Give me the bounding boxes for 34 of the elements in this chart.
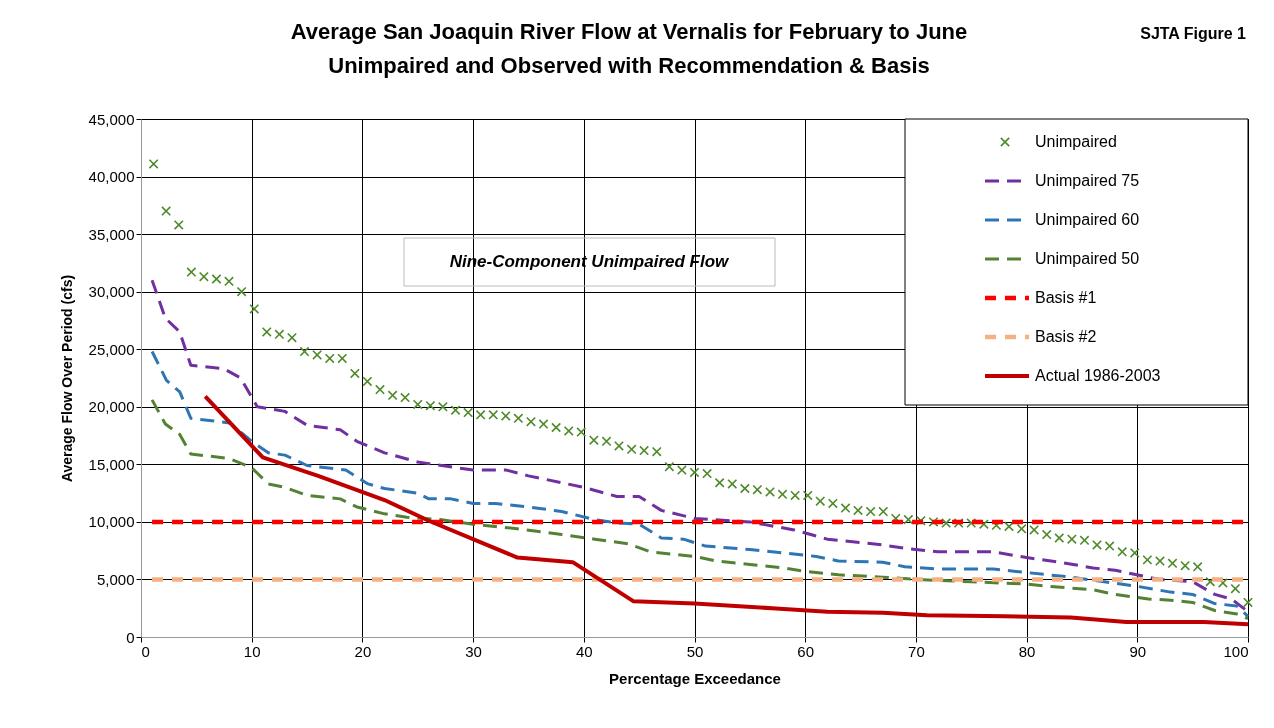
x-tick-label: 50 xyxy=(686,642,704,660)
legend-label: Actual 1986-2003 xyxy=(1035,367,1161,384)
x-tick-label: 70 xyxy=(908,642,925,660)
legend-label: Unimpaired xyxy=(1035,133,1117,150)
x-tick-label: 0 xyxy=(141,642,150,660)
y-tick-label: 45,000 xyxy=(88,110,135,128)
y-tick-label: 35,000 xyxy=(88,225,135,243)
y-tick-label: 20,000 xyxy=(88,398,135,416)
legend-label: Basis #2 xyxy=(1035,328,1097,345)
x-tick-label: 10 xyxy=(243,642,261,660)
y-tick-label: 25,000 xyxy=(88,340,135,358)
x-tick-label: 100 xyxy=(1223,642,1249,660)
x-tick-label: 90 xyxy=(1129,642,1147,660)
y-tick-label: 10,000 xyxy=(88,513,135,531)
y-tick-label: 40,000 xyxy=(88,168,135,186)
legend-label: Unimpaired 60 xyxy=(1035,211,1140,228)
y-tick-label: 15,000 xyxy=(88,455,135,473)
y-tick-label: 0 xyxy=(126,628,135,646)
legend-label: Unimpaired 75 xyxy=(1035,172,1140,189)
y-axis-title: Average Flow Over Period (cfs) xyxy=(58,274,75,483)
x-tick-label: 60 xyxy=(797,642,815,660)
x-axis-title: Percentage Exceedance xyxy=(609,669,781,687)
y-tick-label: 5,000 xyxy=(96,570,135,588)
chart-title: Average San Joaquin River Flow at Vernalis for February to June xyxy=(290,19,968,44)
chart-subtitle: Unimpaired and Observed with Recommendation & Basis xyxy=(328,53,930,78)
legend-label: Unimpaired 50 xyxy=(1035,250,1140,267)
y-tick-label: 30,000 xyxy=(88,283,135,301)
line-series xyxy=(150,350,1250,618)
text: SJTA Figure 1 xyxy=(1140,25,1247,42)
x-tick-label: 40 xyxy=(575,642,593,660)
x-tick-label: 20 xyxy=(354,642,372,660)
legend-label: Basis #1 xyxy=(1035,289,1097,306)
x-tick-label: 80 xyxy=(1018,642,1036,660)
x-tick-label: 30 xyxy=(465,642,482,660)
